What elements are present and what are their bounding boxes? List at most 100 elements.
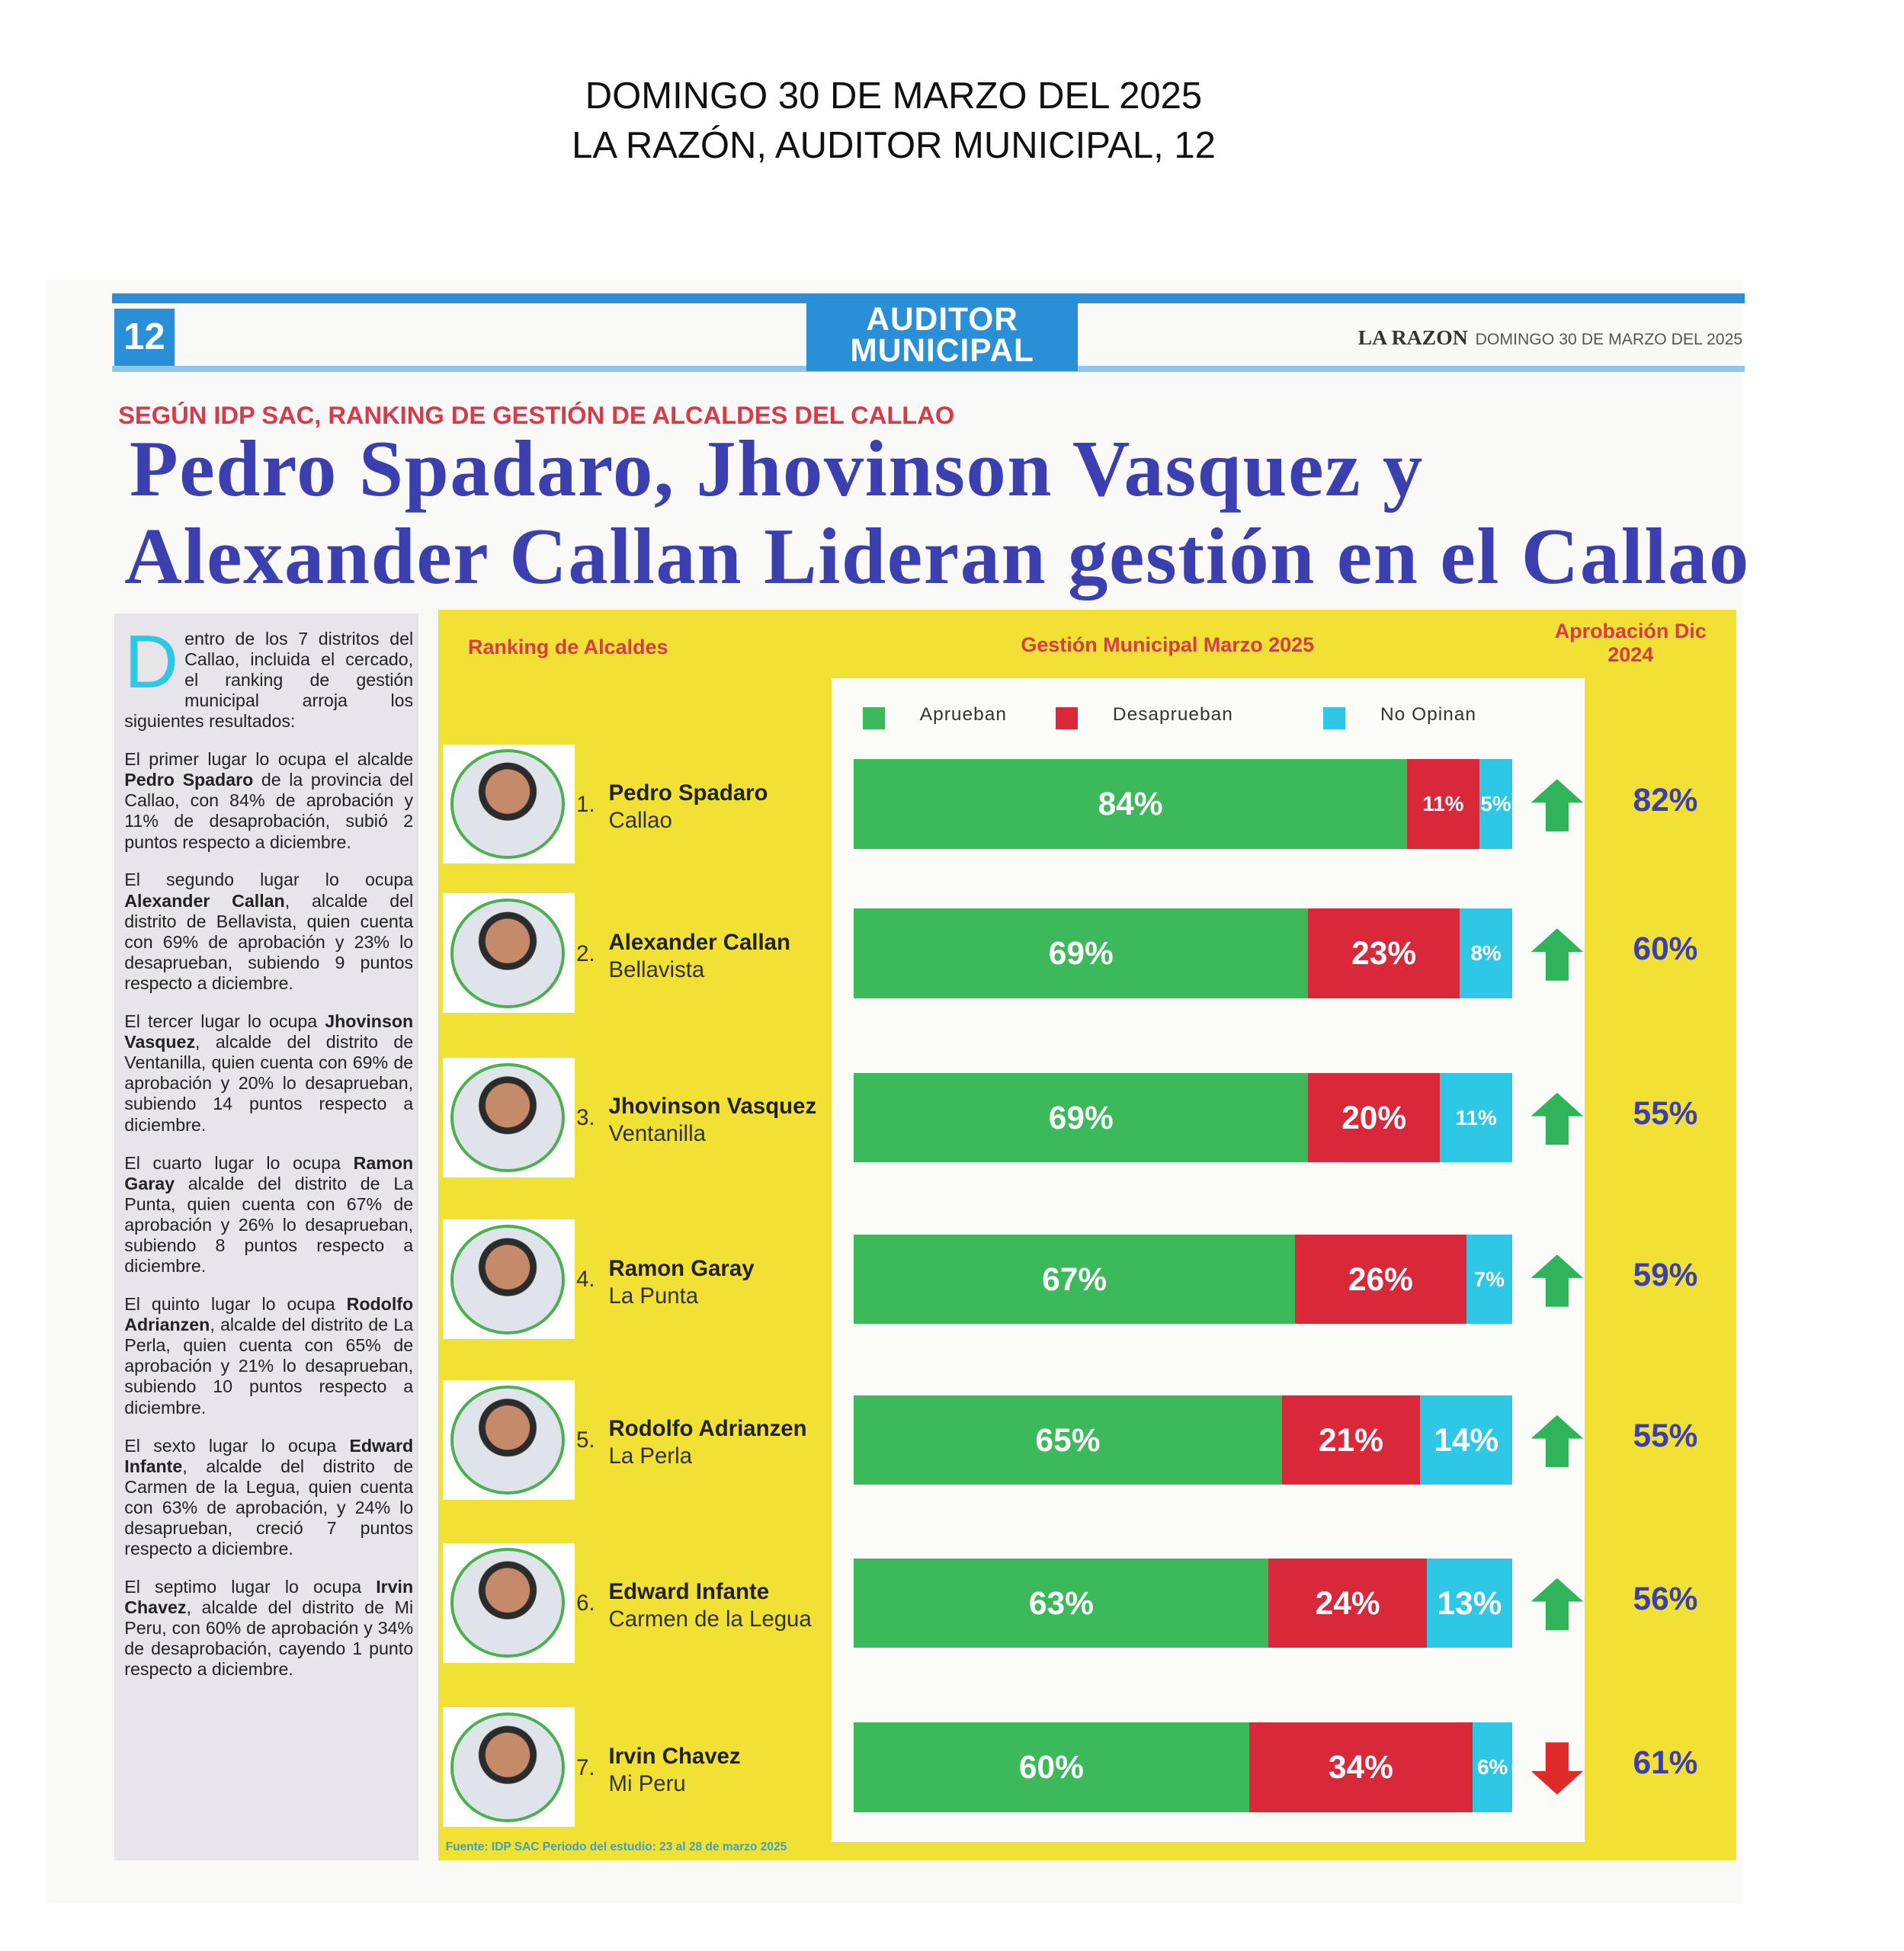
- paragraph-text: , alcalde del distrito de La Perla, quie…: [124, 1315, 414, 1418]
- masthead: LA RAZON DOMINGO 30 DE MARZO DEL 2025: [1195, 326, 1743, 356]
- photo-frame: [443, 744, 575, 864]
- mayor-name: Jhovinson Vasquez: [608, 1094, 817, 1120]
- bar-segment: 8%: [1459, 908, 1513, 998]
- previous-value: 60%: [1591, 931, 1740, 976]
- bar-segment: 34%: [1248, 1722, 1473, 1812]
- bar-segment: 14%: [1420, 1395, 1513, 1485]
- bar-segment: 11%: [1406, 759, 1479, 849]
- chart-title: Gestión Municipal Marzo 2025: [1021, 633, 1315, 657]
- paragraph-text: , alcalde del distrito de Bellavista, qu…: [124, 890, 414, 994]
- previous-value: 55%: [1591, 1095, 1740, 1140]
- bar-segment: 63%: [854, 1558, 1269, 1648]
- bar-segment: 23%: [1308, 908, 1460, 998]
- photo: [450, 1385, 566, 1495]
- paragraph: El cuarto lugar lo ocupa Ramon Garay alc…: [124, 1153, 413, 1277]
- district: Carmen de la Legua: [608, 1607, 812, 1632]
- article-background: [114, 613, 418, 1861]
- paragraph-text: , alcalde del distrito de Mi Peru, con 6…: [124, 1597, 414, 1680]
- newspaper-name: LA RAZON: [1357, 325, 1468, 350]
- legend-label: Aprueban: [919, 704, 1007, 726]
- district: Callao: [608, 807, 672, 833]
- mayor-name: Jhovinson Vasquez: [124, 1011, 414, 1052]
- photo-frame: [443, 893, 575, 1014]
- bar-label: 11%: [1455, 1105, 1497, 1129]
- photo-frame: [443, 1058, 575, 1177]
- bar-label: 65%: [1035, 1421, 1101, 1458]
- bar-segment: 13%: [1426, 1558, 1513, 1648]
- legend-swatch: [1322, 706, 1346, 729]
- mayor-name: Rodolfo Adrianzen: [124, 1294, 414, 1335]
- previous-value: 82%: [1591, 782, 1740, 827]
- bar-segment: 60%: [854, 1722, 1249, 1812]
- district: Bellavista: [608, 956, 705, 982]
- paragraph: El quinto lugar lo ocupa Rodolfo Adrianz…: [124, 1294, 413, 1418]
- district: Mi Peru: [608, 1770, 686, 1796]
- bar-segment: 69%: [854, 908, 1309, 998]
- logo-text: MUNICIPAL: [850, 332, 1034, 369]
- photo: [450, 749, 566, 859]
- paragraph-text: , alcalde del distrito de Carmen de la L…: [124, 1456, 414, 1559]
- paragraph: El segundo lugar lo ocupa Alexander Call…: [124, 870, 413, 994]
- logo-text: AUDITOR: [866, 301, 1018, 338]
- bar-label: 26%: [1348, 1261, 1413, 1297]
- mayor-name: Pedro Spadaro: [124, 770, 254, 790]
- article: Dentro de los 7 distritos del Callao, in…: [124, 620, 414, 1698]
- previous-value: 61%: [1591, 1744, 1740, 1789]
- rank: 3.: [576, 1105, 595, 1131]
- bar-label: 14%: [1434, 1421, 1499, 1458]
- bar-segment: 6%: [1473, 1722, 1513, 1812]
- paragraph: El septimo lugar lo ocupa Irvin Chavez, …: [124, 1577, 413, 1680]
- bar-label: 8%: [1470, 941, 1502, 966]
- rank: 2.: [576, 940, 595, 966]
- mayor-name: Alexander Callan: [608, 929, 790, 955]
- bar-label: 60%: [1018, 1749, 1084, 1786]
- bar-label: 5%: [1480, 792, 1511, 816]
- bar-label: 69%: [1048, 1099, 1114, 1136]
- paragraph-text: alcalde del distrito de La Punta, quien …: [124, 1173, 414, 1277]
- bar-label: 20%: [1341, 1099, 1407, 1136]
- rank: 4.: [576, 1267, 595, 1293]
- paragraph-text: El cuarto lugar lo ocupa: [124, 1152, 354, 1173]
- previous-value-label: 56%: [1633, 1580, 1698, 1616]
- bar-label: 13%: [1437, 1584, 1502, 1621]
- photo-frame: [443, 1219, 575, 1340]
- paragraph: El sexto lugar lo ocupa Edward Infante, …: [124, 1436, 413, 1560]
- bar-label: 11%: [1422, 792, 1464, 816]
- district: La Punta: [608, 1283, 699, 1309]
- legend-label: Desaprueban: [1112, 704, 1233, 726]
- mayor-name: Alexander Callan: [124, 890, 285, 911]
- previous-value-label: 59%: [1633, 1257, 1698, 1293]
- photo-frame: [443, 1707, 575, 1828]
- previous-value-label: 61%: [1633, 1744, 1698, 1781]
- bar-label: 7%: [1473, 1267, 1505, 1291]
- headline: Alexander Callan Lideran gestión en el C…: [124, 511, 1750, 601]
- bar-segment: 20%: [1308, 1072, 1441, 1163]
- photo: [450, 1548, 566, 1658]
- chart-gap: [1570, 678, 1585, 1842]
- bar-segment: 65%: [854, 1395, 1282, 1485]
- rank: 1.: [576, 791, 595, 817]
- photo: [450, 1712, 566, 1822]
- bar-label: 69%: [1048, 935, 1114, 972]
- source: Fuente: IDP SAC Periodo del estudio: 23 …: [445, 1840, 787, 1854]
- page-number: 12: [114, 308, 175, 367]
- previous-value: 56%: [1591, 1581, 1740, 1626]
- bar-segment: 7%: [1466, 1234, 1513, 1325]
- caption-line: LA RAZÓN, AUDITOR MUNICIPAL, 12: [572, 125, 1216, 167]
- photo: [450, 1062, 566, 1173]
- mayor-name: Irvin Chavez: [124, 1577, 414, 1618]
- paragraph-text: El primer lugar lo ocupa el alcalde: [124, 749, 414, 770]
- mayor-name: Ramon Garay: [124, 1152, 414, 1193]
- mayor-name: Irvin Chavez: [608, 1743, 741, 1769]
- previous-value-label: 55%: [1633, 1095, 1698, 1132]
- bar-segment: 84%: [854, 759, 1407, 849]
- previous-value-label: 55%: [1633, 1417, 1698, 1453]
- district: La Perla: [608, 1443, 692, 1469]
- bar-segment: 24%: [1268, 1558, 1427, 1648]
- photo: [450, 1224, 566, 1334]
- header-date: DOMINGO 30 DE MARZO DEL 2025: [1475, 330, 1743, 348]
- paragraph-text: El segundo lugar lo ocupa: [124, 870, 414, 890]
- bar-label: 84%: [1098, 786, 1163, 822]
- bar-segment: 11%: [1440, 1072, 1513, 1163]
